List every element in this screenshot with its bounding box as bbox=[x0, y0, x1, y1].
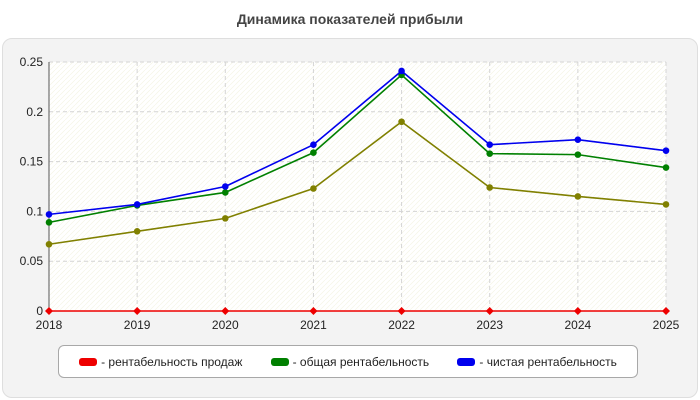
data-point bbox=[398, 67, 405, 75]
series-0 bbox=[45, 307, 670, 315]
legend-item-total-profitability: - общая рентабельность bbox=[270, 354, 430, 369]
y-tick-label: 0.05 bbox=[20, 254, 44, 268]
data-point bbox=[662, 201, 670, 208]
data-point bbox=[45, 211, 53, 218]
x-tick-label: 2023 bbox=[476, 318, 503, 332]
data-point bbox=[486, 184, 494, 191]
data-point bbox=[221, 183, 229, 190]
legend-swatch-red bbox=[79, 357, 98, 366]
data-point bbox=[45, 240, 53, 248]
legend-item-sales-profitability: - рентабельность продаж bbox=[79, 355, 242, 369]
data-point bbox=[662, 164, 670, 171]
series-1 bbox=[45, 71, 670, 226]
x-tick-label: 2019 bbox=[124, 318, 151, 332]
data-point bbox=[486, 141, 494, 148]
legend-label: - рентабельность продаж bbox=[101, 354, 243, 369]
data-point bbox=[221, 215, 229, 222]
data-point bbox=[485, 307, 494, 315]
data-point bbox=[133, 201, 141, 208]
data-point bbox=[310, 149, 317, 156]
data-point bbox=[310, 141, 317, 148]
x-tick-label: 2018 bbox=[36, 318, 63, 332]
data-point bbox=[486, 150, 494, 157]
data-point bbox=[397, 307, 406, 315]
y-tick-label: 0.25 bbox=[20, 55, 44, 69]
x-tick-label: 2021 bbox=[300, 318, 327, 332]
data-point bbox=[662, 307, 670, 315]
x-tick-label: 2020 bbox=[212, 318, 239, 332]
data-point bbox=[133, 307, 142, 315]
data-point bbox=[45, 307, 53, 315]
chart-title: Динамика показателей прибыли bbox=[236, 11, 464, 27]
plot-area-hatch bbox=[49, 62, 666, 311]
y-tick-label: 0 bbox=[36, 304, 43, 318]
data-point bbox=[221, 307, 230, 315]
y-tick-label: 0.1 bbox=[26, 204, 43, 218]
axis-layer: 0 0.05 0.1 0.15 0.2 0.25 2018 2019 2020 2021 2022 2… bbox=[20, 55, 680, 332]
data-point bbox=[133, 228, 141, 235]
series-2 bbox=[45, 67, 670, 218]
data-point bbox=[574, 193, 582, 200]
x-tick-label: 2024 bbox=[565, 318, 592, 332]
grid-layer bbox=[49, 61, 667, 311]
series-layer bbox=[45, 67, 670, 315]
series-line bbox=[48, 70, 667, 216]
data-point bbox=[45, 219, 53, 226]
legend-label: - чистая рентабельность bbox=[479, 354, 617, 369]
data-point bbox=[573, 307, 582, 315]
y-tick-label: 0.2 bbox=[26, 105, 43, 119]
legend-swatch-green bbox=[270, 357, 289, 366]
series-line bbox=[48, 120, 667, 246]
legend-swatch-blue bbox=[457, 357, 476, 366]
legend-item-net-profitability: - чистая рентабельность bbox=[457, 354, 617, 369]
data-point bbox=[309, 307, 318, 315]
y-tick-label: 0.15 bbox=[20, 155, 44, 169]
x-tick-label: 2022 bbox=[388, 318, 415, 332]
data-point bbox=[574, 136, 582, 143]
data-point bbox=[662, 147, 670, 154]
data-point bbox=[221, 189, 229, 196]
data-point bbox=[310, 185, 317, 192]
x-tick-label: 2025 bbox=[653, 318, 680, 332]
legend: - рентабельность продаж - общая рентабел… bbox=[58, 345, 638, 378]
legend-label: - общая рентабельность bbox=[292, 354, 430, 369]
data-point bbox=[398, 118, 405, 126]
series-line bbox=[48, 74, 667, 224]
data-point bbox=[574, 151, 582, 158]
series-3 bbox=[45, 118, 670, 248]
